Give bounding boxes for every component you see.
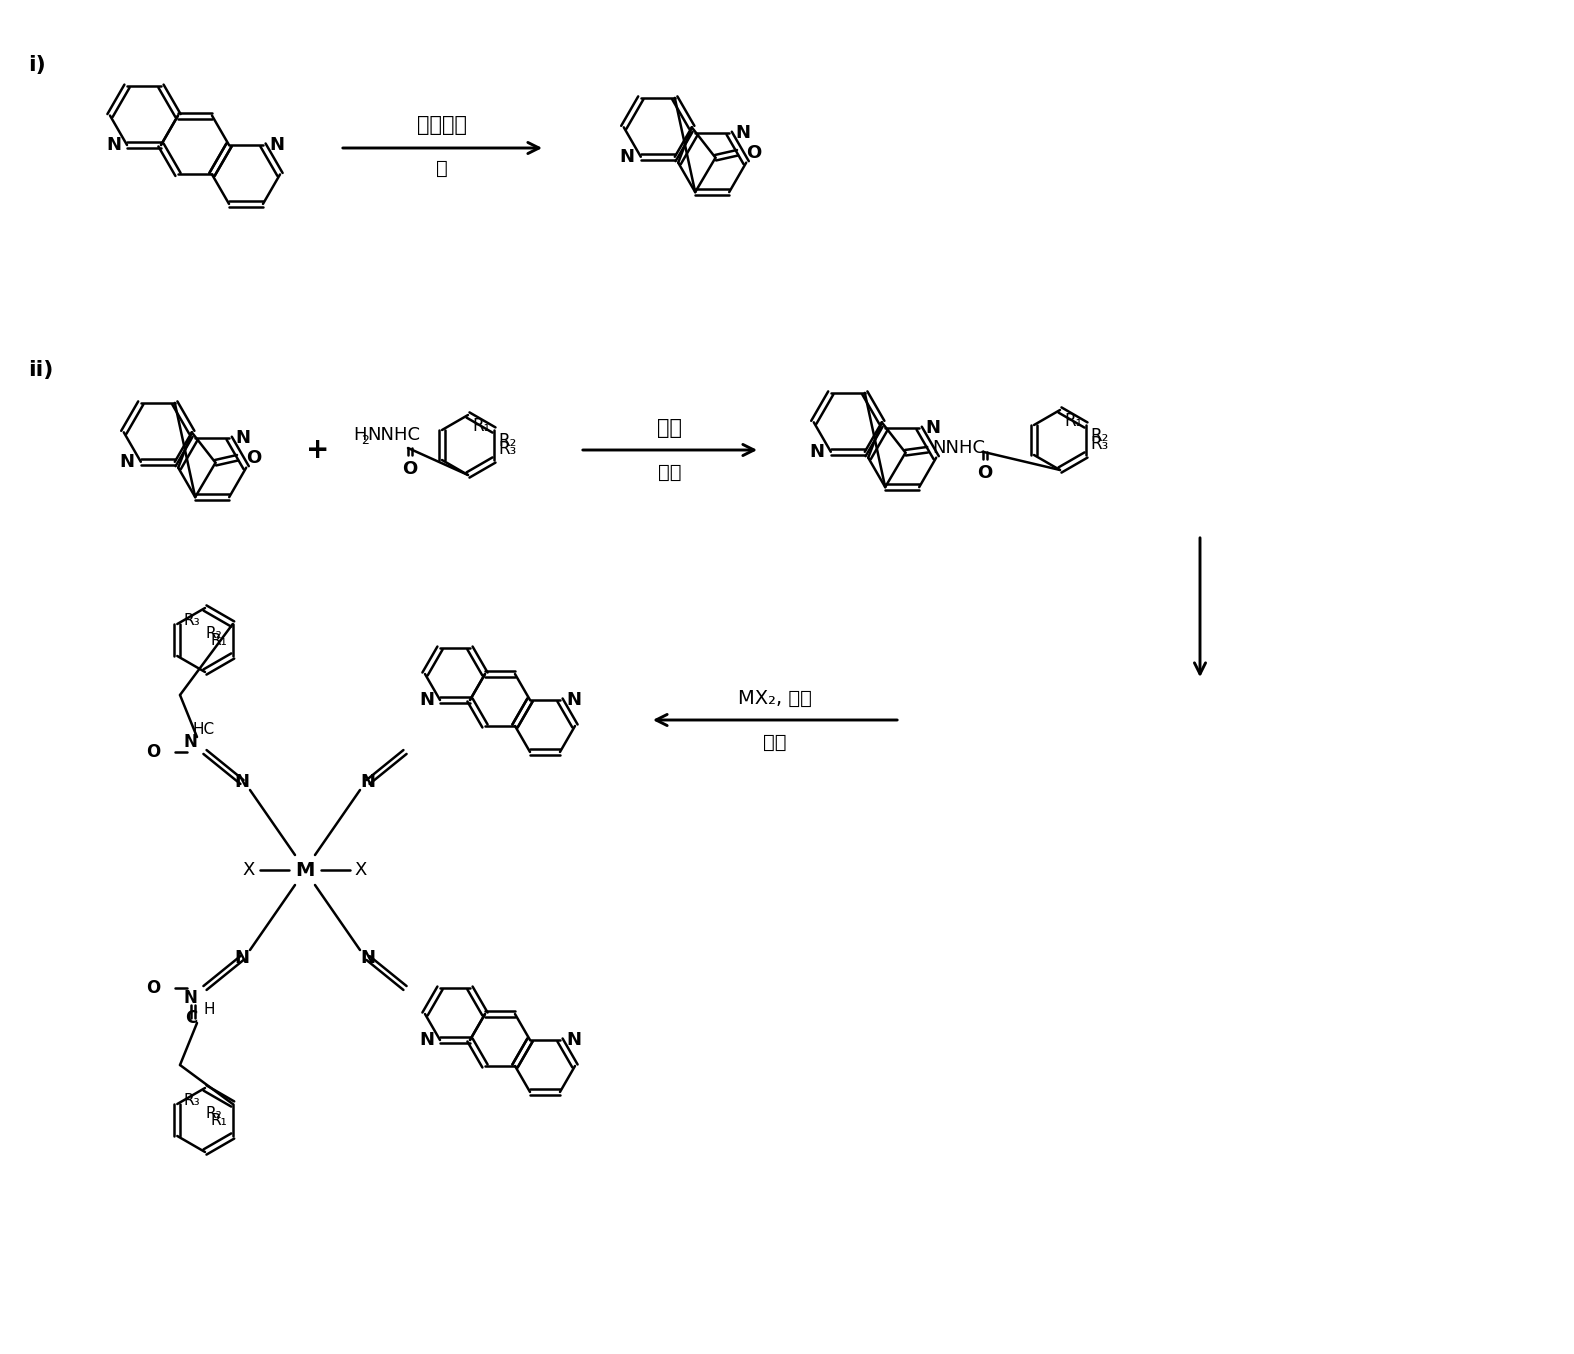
Text: N: N — [235, 773, 250, 791]
Text: R₃: R₃ — [184, 613, 200, 628]
Text: N: N — [120, 452, 135, 471]
Text: R₂: R₂ — [206, 626, 222, 640]
Text: R₂: R₂ — [206, 1106, 222, 1121]
Text: 高锰酸钾: 高锰酸钾 — [417, 115, 467, 135]
Text: N: N — [926, 420, 940, 437]
Text: O: O — [977, 463, 992, 482]
Text: R₂: R₂ — [497, 432, 516, 450]
Text: ii): ii) — [28, 360, 54, 380]
Text: N: N — [735, 125, 751, 142]
Text: 乙醇: 乙醇 — [658, 418, 683, 437]
Text: O: O — [146, 743, 161, 761]
Text: 回流: 回流 — [658, 463, 682, 482]
Text: 回流: 回流 — [763, 733, 787, 751]
Text: N: N — [105, 135, 121, 154]
Text: H: H — [203, 1002, 216, 1017]
Text: N: N — [360, 773, 376, 791]
Text: R₃: R₃ — [497, 440, 516, 458]
Text: H: H — [353, 427, 367, 444]
Text: R₃: R₃ — [184, 1093, 200, 1108]
Text: N: N — [235, 949, 250, 967]
Text: N: N — [419, 691, 434, 709]
Text: NNHC: NNHC — [367, 427, 420, 444]
Text: O: O — [146, 979, 161, 997]
Text: R₁: R₁ — [211, 634, 228, 649]
Text: N: N — [360, 949, 376, 967]
Text: R₁: R₁ — [211, 1113, 228, 1128]
Text: N: N — [183, 733, 197, 751]
Text: X: X — [242, 861, 255, 879]
Text: N: N — [567, 691, 581, 709]
Text: +: + — [307, 436, 329, 464]
Text: MX₂, 乙醇: MX₂, 乙醇 — [738, 688, 812, 708]
Text: C: C — [184, 1009, 197, 1026]
Text: 水: 水 — [436, 158, 449, 177]
Text: i): i) — [28, 56, 46, 74]
Text: N: N — [419, 1030, 434, 1049]
Text: N: N — [269, 135, 283, 154]
Text: R₁: R₁ — [472, 417, 490, 435]
Text: M: M — [296, 861, 315, 880]
Text: HC: HC — [194, 723, 216, 738]
Text: R₂: R₂ — [1089, 427, 1108, 445]
Text: N: N — [809, 443, 825, 460]
Text: N: N — [235, 429, 250, 447]
Text: NNHC: NNHC — [933, 439, 985, 456]
Text: O: O — [403, 460, 417, 478]
Text: X: X — [354, 861, 367, 879]
Text: O: O — [247, 448, 261, 467]
Text: R₃: R₃ — [1089, 435, 1108, 454]
Text: 2: 2 — [360, 435, 368, 448]
Text: R₁: R₁ — [1064, 412, 1083, 431]
Text: N: N — [183, 988, 197, 1007]
Text: N: N — [567, 1030, 581, 1049]
Text: O: O — [746, 144, 762, 161]
Text: N: N — [620, 148, 634, 165]
